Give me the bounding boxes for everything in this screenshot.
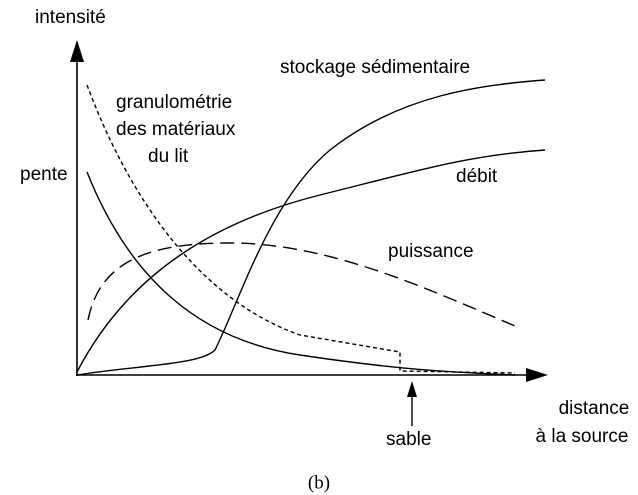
sable-arrowhead xyxy=(407,381,417,397)
y-arrow xyxy=(70,40,84,62)
granulometrie-label: granulométrie xyxy=(116,92,232,113)
x-label: à la source xyxy=(536,426,629,447)
sable-label: sable xyxy=(386,429,431,450)
caption: (b) xyxy=(308,472,330,493)
granulometrie-curve xyxy=(86,84,516,374)
debit-label: débit xyxy=(456,166,498,187)
pente-curve xyxy=(86,171,516,376)
stockage-label: stockage sédimentaire xyxy=(280,57,470,78)
puissance-label: puissance xyxy=(388,241,474,262)
debit-curve xyxy=(76,149,546,373)
pente-label: pente xyxy=(20,164,68,185)
x-arrow xyxy=(526,368,548,382)
x-label: distance xyxy=(559,398,630,419)
granulometrie-label: des matériaux xyxy=(116,119,236,140)
granulometrie-label: du lit xyxy=(148,146,189,167)
stockage-curve xyxy=(76,79,546,376)
y-label: intensité xyxy=(35,7,106,28)
puissance-curve xyxy=(87,242,516,327)
